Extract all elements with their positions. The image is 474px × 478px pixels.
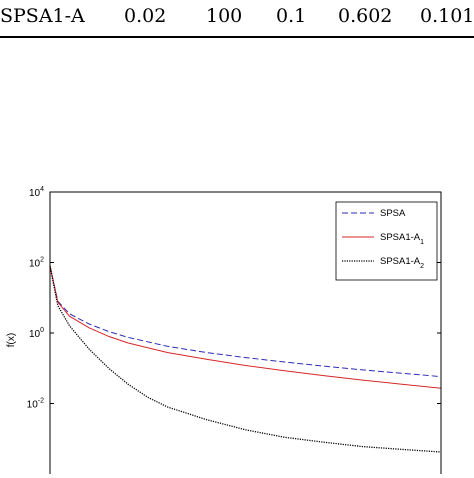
y-axis-ticks: 104 102 100 10-2: [27, 186, 441, 411]
figure: 104 102 100 10-2 f(x) SPSA SPSA1-A1 SPSA1-A2: [0, 180, 474, 478]
value-cell-3: 0.1: [276, 5, 307, 27]
legend-label-2: SPSA1-A1: [380, 232, 424, 246]
legend-box: [335, 201, 438, 281]
series-line-3: [49, 265, 442, 453]
series-line-2: [49, 265, 442, 389]
y-tick-label: 102: [29, 257, 44, 270]
series-line-1: [49, 265, 442, 378]
y-axis-label: f(x): [6, 333, 17, 347]
y-tick-label: 10-2: [27, 398, 44, 411]
table-fragment: SPSA1-A 0.02 100 0.1 0.602 0.101: [0, 0, 474, 42]
plot-lines: [49, 265, 442, 453]
convergence-chart: 104 102 100 10-2 f(x) SPSA SPSA1-A1 SPSA1-A2: [6, 186, 442, 478]
value-cell-1: 0.02: [124, 5, 167, 27]
plot-frame: [49, 191, 442, 478]
legend-label-3: SPSA1-A2: [380, 256, 424, 270]
value-cell-4: 0.602: [338, 5, 393, 27]
value-cell-2: 100: [206, 5, 243, 27]
table-bottom-rule: [0, 36, 474, 38]
y-tick-label: 104: [29, 186, 44, 199]
y-tick-label: 100: [29, 327, 44, 340]
legend: SPSA SPSA1-A1 SPSA1-A2: [335, 201, 438, 281]
legend-label-1: SPSA: [380, 208, 406, 219]
value-cell-5: 0.101: [420, 5, 474, 27]
method-cell: SPSA1-A: [0, 5, 85, 27]
table-row: SPSA1-A 0.02 100 0.1 0.602 0.101: [0, 3, 474, 33]
